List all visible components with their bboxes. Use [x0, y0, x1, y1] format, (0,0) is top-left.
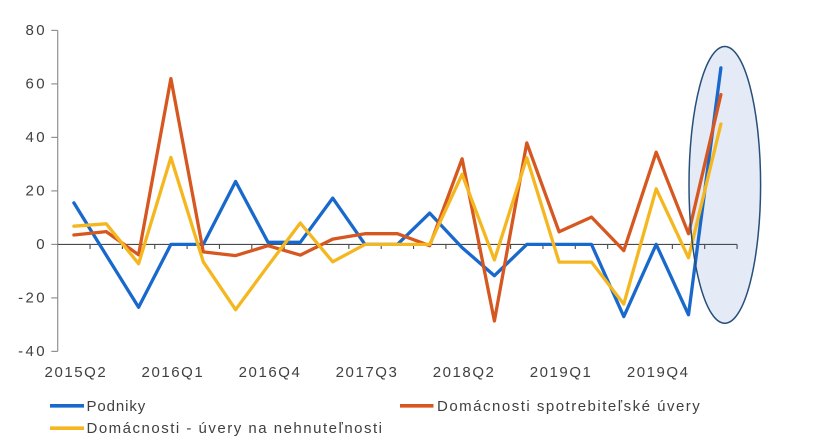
svg-text:80: 80: [26, 22, 48, 39]
svg-text:2018Q2: 2018Q2: [433, 364, 496, 381]
svg-text:Domácnosti spotrebiteľské úver: Domácnosti spotrebiteľské úvery: [437, 398, 701, 415]
svg-text:2019Q4: 2019Q4: [627, 364, 690, 381]
svg-text:60: 60: [26, 75, 48, 92]
svg-text:2017Q3: 2017Q3: [336, 364, 399, 381]
svg-text:-40: -40: [18, 343, 47, 360]
svg-text:Domácnosti - úvery na nehnuteľ: Domácnosti - úvery na nehnuteľnosti: [87, 420, 384, 437]
svg-text:2019Q1: 2019Q1: [530, 364, 593, 381]
svg-text:2016Q4: 2016Q4: [239, 364, 302, 381]
svg-text:2015Q2: 2015Q2: [45, 364, 108, 381]
svg-text:2016Q1: 2016Q1: [142, 364, 205, 381]
svg-text:-20: -20: [18, 289, 47, 306]
svg-text:Podniky: Podniky: [87, 398, 147, 415]
svg-text:20: 20: [26, 182, 48, 199]
svg-text:40: 40: [26, 129, 48, 146]
svg-text:0: 0: [36, 236, 47, 253]
